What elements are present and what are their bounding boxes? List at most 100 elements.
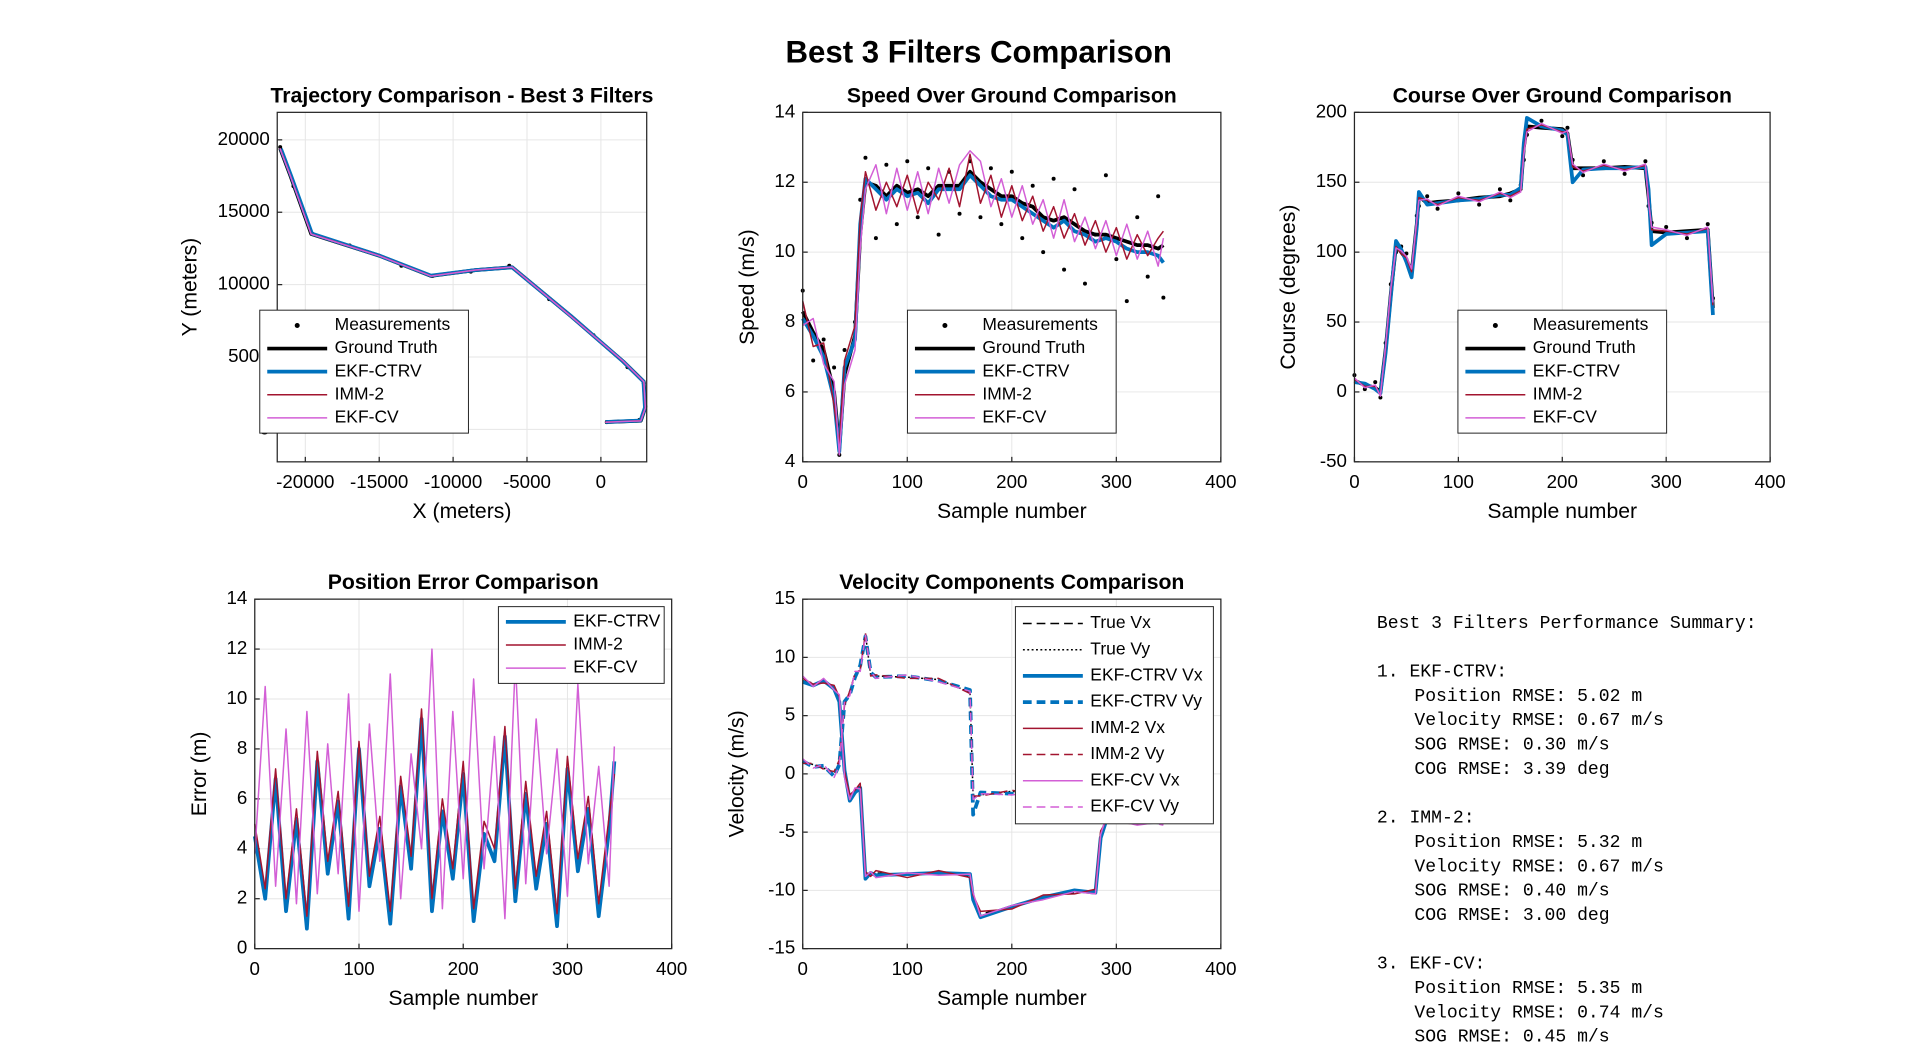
- measurement-point: [894, 222, 899, 227]
- y-tick-label: -15: [768, 937, 795, 958]
- x-tick-label: -15000: [350, 471, 408, 492]
- measurement-point: [1601, 159, 1606, 164]
- measurement-point: [842, 348, 847, 352]
- y-axis-label: Velocity (m/s): [725, 710, 748, 837]
- measurement-point: [1156, 194, 1161, 199]
- y-tick-label: 0: [237, 937, 247, 958]
- measurement-point: [1565, 125, 1570, 130]
- summary-line: COG RMSE: 3.00 deg: [1414, 906, 1609, 926]
- y-axis-label: Error (m): [188, 731, 211, 816]
- x-tick-label: 100: [892, 958, 923, 979]
- legend-swatch: [294, 322, 300, 328]
- legend-label: Ground Truth: [982, 337, 1085, 357]
- x-axis-label: X (meters): [412, 500, 511, 523]
- measurement-point: [1664, 224, 1669, 229]
- y-tick-label: -50: [1320, 450, 1347, 471]
- legend-label: EKF-CTRV Vx: [1090, 665, 1203, 685]
- x-tick-label: 0: [250, 958, 260, 979]
- y-tick-label: 20000: [218, 128, 270, 149]
- y-tick-label: 10: [226, 687, 247, 708]
- summary-line: Velocity RMSE: 0.67 m/s: [1414, 711, 1664, 731]
- x-tick-label: 100: [892, 471, 923, 492]
- x-axis-label: Sample number: [1487, 500, 1637, 523]
- y-tick-label: 10000: [218, 273, 270, 294]
- summary-title: Best 3 Filters Performance Summary:: [1377, 614, 1757, 634]
- x-axis-label: Sample number: [388, 987, 538, 1010]
- measurement-point: [1051, 176, 1056, 181]
- axes-box: [802, 111, 1222, 463]
- y-axis-label: Speed (m/s): [736, 229, 759, 344]
- y-tick-label: 50: [1326, 310, 1347, 331]
- x-tick-label: 300: [552, 958, 583, 979]
- measurement-point: [811, 358, 816, 363]
- measurement-point: [1009, 169, 1014, 174]
- measurement-point: [999, 222, 1004, 227]
- measurement-point: [1161, 295, 1166, 300]
- x-axis-label: Sample number: [937, 500, 1087, 523]
- series-line: [802, 675, 1164, 917]
- measurement-point: [1477, 202, 1482, 207]
- series-line: [1353, 122, 1714, 397]
- x-tick-label: 300: [1101, 958, 1132, 979]
- x-tick-label: 400: [656, 958, 687, 979]
- measurement-point: [1425, 194, 1430, 199]
- measurement-point: [278, 145, 283, 150]
- legend-label: EKF-CV: [335, 406, 399, 426]
- legend: Measurements Ground Truth EKF-CTRV IMM-2 EKF…: [259, 309, 469, 434]
- summary-filter: 2. IMM-2:: [1377, 809, 1475, 829]
- measurement-point: [915, 215, 920, 220]
- measurement-point: [1062, 267, 1067, 272]
- summary-line: SOG RMSE: 0.30 m/s: [1414, 736, 1609, 756]
- y-tick-label: 4: [785, 450, 795, 471]
- measurement-point: [821, 337, 826, 342]
- y-axis-label: Y (meters): [179, 238, 202, 337]
- measurement-point: [936, 232, 941, 237]
- legend-swatch: [942, 322, 948, 328]
- summary-line: Velocity RMSE: 0.74 m/s: [1414, 1003, 1664, 1023]
- measurement-point: [1145, 274, 1150, 279]
- measurement-point: [1378, 395, 1383, 400]
- y-tick-label: 0: [785, 762, 795, 783]
- legend-label: Measurements: [1533, 314, 1649, 334]
- summary-line: SOG RMSE: 0.45 m/s: [1414, 1028, 1609, 1046]
- legend-label: EKF-CV: [1533, 406, 1597, 426]
- measurement-point: [988, 166, 993, 171]
- legend-label: EKF-CTRV: [573, 611, 660, 631]
- legend-label: IMM-2 Vy: [1090, 743, 1164, 763]
- y-tick-label: 0: [1337, 380, 1347, 401]
- y-tick-label: 10: [774, 240, 795, 261]
- x-tick-label: 100: [343, 958, 374, 979]
- legend-label: EKF-CTRV Vy: [1090, 691, 1202, 711]
- measurement-point: [832, 365, 837, 370]
- x-tick-label: 0: [1349, 471, 1359, 492]
- x-tick-label: -10000: [424, 471, 482, 492]
- axes-box: [276, 111, 648, 463]
- x-tick-label: 0: [798, 958, 808, 979]
- measurement-point: [1643, 159, 1648, 164]
- y-tick-label: 15: [774, 587, 795, 608]
- legend-label: EKF-CTRV: [1533, 360, 1620, 380]
- legend-label: EKF-CV: [573, 657, 637, 677]
- axes-box: [254, 598, 673, 950]
- measurement-point: [1539, 118, 1544, 123]
- measurement-point: [1030, 183, 1035, 188]
- summary-line: Position RMSE: 5.32 m: [1414, 833, 1642, 853]
- measurement-point: [1560, 134, 1565, 139]
- legend-label: EKF-CV Vy: [1090, 796, 1179, 816]
- axes-box: [1353, 111, 1771, 463]
- y-tick-label: 12: [226, 637, 247, 658]
- legend-label: IMM-2: [573, 634, 623, 654]
- series-line: [254, 648, 616, 920]
- y-tick-label: 6: [785, 380, 795, 401]
- series-line: [802, 153, 1164, 446]
- y-tick-label: 8: [237, 737, 247, 758]
- summary-line: SOG RMSE: 0.40 m/s: [1414, 882, 1609, 902]
- measurement-point: [1705, 222, 1710, 227]
- measurement-point: [1082, 281, 1087, 286]
- measurement-point: [863, 155, 868, 160]
- x-tick-label: 100: [1443, 471, 1474, 492]
- x-axis-label: Sample number: [937, 987, 1087, 1010]
- y-tick-label: -5: [779, 820, 796, 841]
- y-tick-label: 10: [774, 645, 795, 666]
- legend-label: IMM-2: [1533, 383, 1582, 403]
